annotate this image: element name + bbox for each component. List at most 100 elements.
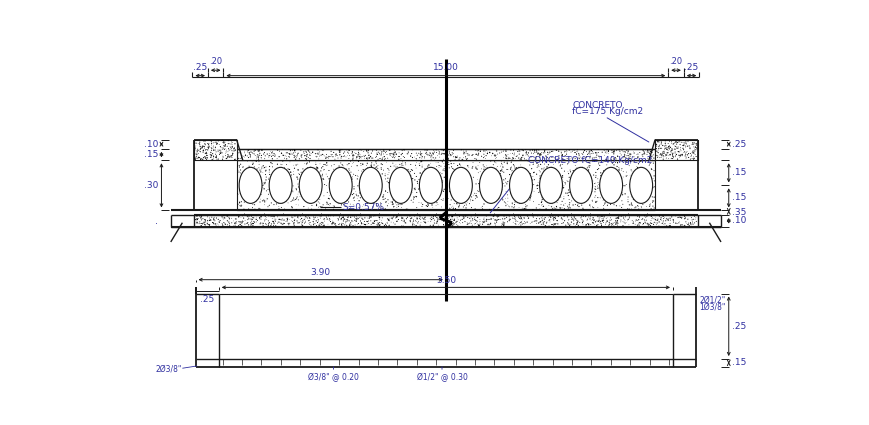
- Point: [369, 150, 383, 156]
- Point: [415, 153, 428, 160]
- Point: [476, 163, 490, 170]
- Point: [252, 176, 266, 182]
- Point: [532, 175, 546, 182]
- Point: [255, 147, 269, 154]
- Point: [220, 153, 234, 160]
- Point: [387, 212, 401, 219]
- Point: [510, 186, 524, 193]
- Point: [232, 162, 246, 169]
- Point: [381, 220, 395, 227]
- Point: [452, 171, 466, 178]
- Point: [272, 219, 286, 226]
- Point: [193, 139, 207, 146]
- Point: [358, 184, 372, 191]
- Point: [251, 152, 265, 159]
- Point: [434, 147, 448, 153]
- Point: [327, 203, 341, 210]
- Point: [546, 213, 560, 220]
- Point: [375, 205, 388, 212]
- Point: [455, 156, 469, 163]
- Point: [428, 212, 442, 219]
- Text: .25: .25: [200, 295, 214, 304]
- Point: [604, 147, 618, 154]
- Point: [306, 184, 320, 191]
- Point: [322, 153, 336, 160]
- Point: [476, 216, 490, 223]
- Point: [340, 172, 354, 179]
- Point: [375, 215, 388, 221]
- Point: [680, 143, 693, 150]
- Point: [635, 150, 649, 157]
- Point: [589, 222, 603, 229]
- Point: [196, 220, 210, 227]
- Point: [630, 222, 644, 229]
- Point: [472, 218, 486, 225]
- Point: [610, 163, 624, 170]
- Point: [366, 213, 380, 220]
- Point: [395, 214, 408, 221]
- Point: [307, 175, 321, 181]
- Point: [362, 215, 375, 221]
- Point: [618, 160, 632, 167]
- Point: [281, 220, 295, 227]
- Point: [352, 150, 366, 157]
- Point: [608, 215, 622, 222]
- Point: [308, 220, 322, 227]
- Point: [475, 162, 489, 168]
- Point: [306, 213, 320, 220]
- Point: [664, 139, 678, 145]
- Point: [295, 222, 309, 229]
- Point: [209, 154, 222, 161]
- Point: [233, 221, 247, 228]
- Point: [408, 162, 422, 169]
- Point: [443, 158, 457, 164]
- Point: [316, 175, 330, 182]
- Point: [348, 215, 362, 222]
- Point: [621, 205, 635, 212]
- Point: [414, 200, 428, 207]
- Point: [525, 147, 539, 154]
- Point: [488, 187, 501, 194]
- Point: [679, 140, 693, 147]
- Point: [665, 155, 679, 162]
- Point: [453, 182, 467, 189]
- Point: [385, 193, 399, 199]
- Point: [574, 197, 587, 204]
- Point: [361, 185, 375, 192]
- Point: [416, 215, 430, 222]
- Point: [266, 152, 280, 159]
- Point: [539, 159, 553, 165]
- Point: [588, 198, 602, 205]
- Point: [607, 180, 621, 187]
- Point: [534, 186, 548, 193]
- Point: [459, 155, 473, 162]
- Point: [544, 154, 558, 161]
- Point: [309, 150, 323, 157]
- Point: [235, 164, 249, 170]
- Point: [544, 221, 558, 228]
- Point: [206, 219, 220, 226]
- Point: [442, 150, 456, 156]
- Point: [411, 150, 425, 157]
- Point: [293, 213, 307, 220]
- Point: [505, 200, 519, 207]
- Point: [596, 147, 610, 154]
- Point: [561, 221, 575, 227]
- Point: [534, 180, 547, 187]
- Point: [261, 222, 275, 229]
- Point: [578, 156, 592, 163]
- Point: [567, 222, 581, 229]
- Point: [382, 147, 396, 153]
- Point: [624, 201, 638, 208]
- Point: [303, 164, 317, 170]
- Point: [493, 172, 507, 179]
- Point: [424, 156, 438, 163]
- Point: [455, 200, 469, 207]
- Point: [485, 187, 499, 194]
- Point: [205, 156, 219, 163]
- Point: [627, 184, 640, 190]
- Point: [632, 219, 646, 226]
- Point: [353, 194, 367, 201]
- Point: [655, 153, 669, 159]
- Point: [393, 156, 407, 162]
